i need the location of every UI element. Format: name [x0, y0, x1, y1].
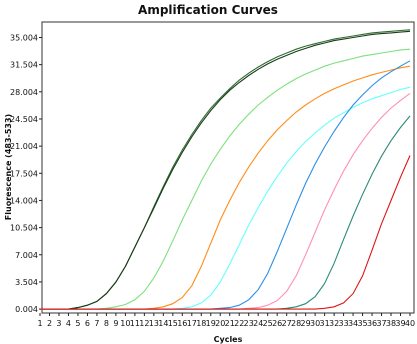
x-tick-label: 20 [215, 319, 225, 328]
x-tick-label: 35 [357, 319, 367, 328]
series-line-9 [40, 155, 411, 310]
x-tick-label: 6 [85, 319, 90, 328]
x-tick-label: 1 [37, 319, 42, 328]
x-tick-label: 11 [130, 319, 140, 328]
x-tick-label: 25 [263, 319, 273, 328]
x-tick-label: 14 [158, 319, 168, 328]
x-tick-label: 7 [94, 319, 99, 328]
x-tick-label: 10 [120, 319, 130, 328]
x-tick-label: 30 [310, 319, 320, 328]
y-tick-label: 17.504 [10, 169, 38, 178]
x-tick-label: 4 [66, 319, 71, 328]
x-tick-label: 28 [291, 319, 301, 328]
y-tick-label: 14.004 [10, 196, 38, 205]
x-tick-label: 26 [272, 319, 282, 328]
y-axis-ticks: 0.004 3.504 7.004 10.504 14.004 17.504 21.004 2… [10, 33, 42, 314]
y-tick-label: 7.004 [15, 251, 38, 260]
x-axis-ticks: 1 2 3 4 5 6 7 8 9 10 11 12 13 14 15 16 17 18 19 20 21 22 23 24 2… [37, 313, 415, 328]
x-tick-label: 17 [187, 319, 197, 328]
y-tick-label: 31.504 [10, 61, 38, 70]
y-tick-label: 3.504 [15, 278, 38, 287]
x-tick-label: 12 [139, 319, 149, 328]
y-tick-label: 21.004 [10, 142, 38, 151]
x-tick-label: 23 [244, 319, 254, 328]
x-tick-label: 22 [234, 319, 244, 328]
x-tick-label: 29 [301, 319, 311, 328]
x-tick-label: 36 [367, 319, 377, 328]
x-tick-label: 16 [177, 319, 187, 328]
x-tick-label: 18 [196, 319, 206, 328]
chart-title: Amplification Curves [138, 3, 278, 17]
x-tick-label: 3 [56, 319, 61, 328]
x-tick-label: 37 [376, 319, 386, 328]
x-tick-label: 2 [47, 319, 52, 328]
y-tick-label: 10.504 [10, 224, 38, 233]
x-tick-label: 34 [348, 319, 358, 328]
plot-area [41, 21, 415, 314]
x-tick-label: 31 [320, 319, 330, 328]
x-tick-label: 24 [253, 319, 263, 328]
x-axis-label: Cycles [214, 335, 243, 344]
y-tick-label: 35.004 [10, 33, 38, 42]
series-curves [40, 29, 411, 310]
y-tick-label: 28.004 [10, 88, 38, 97]
x-tick-label: 9 [113, 319, 118, 328]
x-tick-label: 38 [386, 319, 396, 328]
x-tick-label: 40 [405, 319, 415, 328]
x-tick-label: 5 [75, 319, 80, 328]
y-tick-label: 24.504 [10, 115, 38, 124]
y-tick-label: 0.004 [15, 305, 38, 314]
x-tick-label: 13 [149, 319, 159, 328]
x-tick-label: 15 [168, 319, 178, 328]
series-line-2 [40, 30, 411, 310]
x-tick-label: 21 [225, 319, 235, 328]
x-tick-label: 39 [395, 319, 405, 328]
x-tick-label: 27 [282, 319, 292, 328]
x-tick-label: 32 [329, 319, 339, 328]
x-tick-label: 8 [104, 319, 109, 328]
y-axis-label: Fluorescence (483-533) [4, 114, 13, 220]
x-tick-label: 19 [206, 319, 216, 328]
x-tick-label: 33 [338, 319, 348, 328]
